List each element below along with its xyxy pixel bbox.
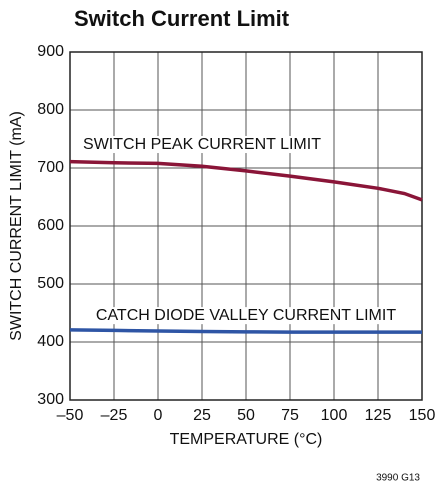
y-tick-label: 300 xyxy=(37,391,64,408)
x-tick-label: 75 xyxy=(281,407,299,424)
x-tick-label: 150 xyxy=(409,407,436,424)
y-axis-label: SWITCH CURRENT LIMIT (mA) xyxy=(8,111,25,341)
annotation-bg xyxy=(93,307,399,325)
y-tick-label: 600 xyxy=(37,217,64,234)
x-tick-label: 50 xyxy=(237,407,255,424)
x-tick-label: –25 xyxy=(101,407,128,424)
x-axis-label: TEMPERATURE (°C) xyxy=(170,431,323,448)
x-tick-label: 0 xyxy=(154,407,163,424)
x-tick-label: 25 xyxy=(193,407,211,424)
y-tick-label: 700 xyxy=(37,159,64,176)
series-line xyxy=(69,159,423,202)
y-tick-label: 500 xyxy=(37,275,64,292)
footnote: 3990 G13 xyxy=(376,473,420,484)
annotation: CATCH DIODE VALLEY CURRENT LIMIT xyxy=(96,307,396,324)
x-tick-label: 100 xyxy=(321,407,348,424)
plot-frame xyxy=(69,51,423,401)
chart-title: Switch Current Limit xyxy=(74,6,290,31)
x-tick-label: –50 xyxy=(57,407,84,424)
annotation: SWITCH PEAK CURRENT LIMIT xyxy=(83,136,321,153)
series-line xyxy=(69,328,422,334)
x-tick-label: 125 xyxy=(365,407,392,424)
annotation-bg xyxy=(81,136,324,154)
y-tick-label: 400 xyxy=(37,333,64,350)
y-tick-label: 800 xyxy=(37,101,64,118)
y-tick-label: 900 xyxy=(37,43,64,60)
